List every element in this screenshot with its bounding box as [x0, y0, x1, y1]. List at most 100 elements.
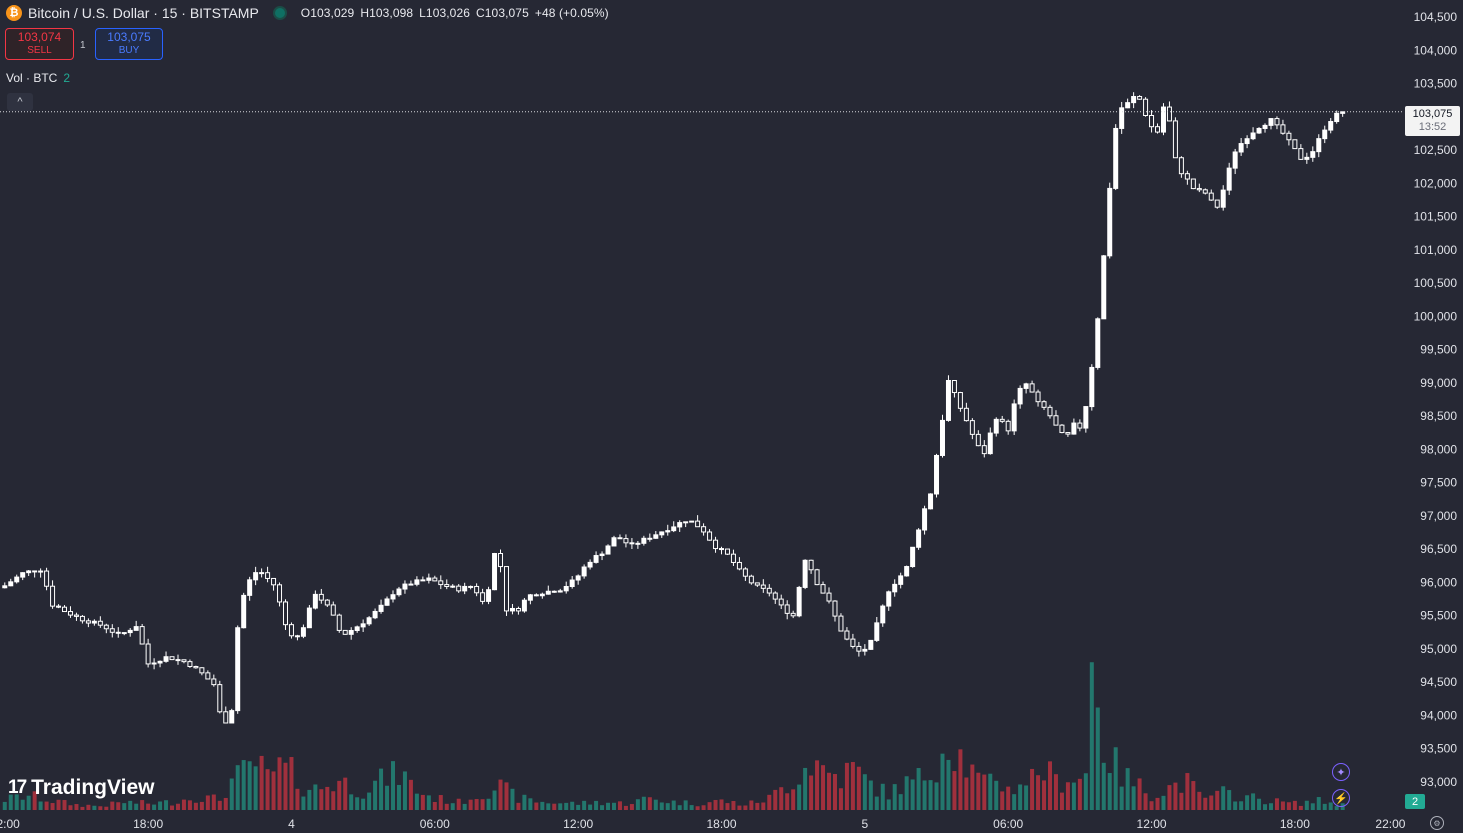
- candle-body: [133, 626, 139, 631]
- candle-body: [1131, 96, 1137, 104]
- volume-bar: [313, 784, 318, 810]
- price-axis[interactable]: 104,500 104,000 103,500 102,500 102,000 101,5…: [1414, 10, 1458, 789]
- x-tick-label: 18:00: [133, 817, 163, 831]
- y-tick-label: 104,500: [1414, 10, 1458, 24]
- candle-body: [1029, 383, 1035, 393]
- volume-bar: [98, 806, 103, 810]
- candle-body: [969, 420, 975, 435]
- y-tick-label: 99,500: [1420, 343, 1457, 357]
- candle-body: [306, 607, 312, 629]
- volume-bar: [510, 788, 515, 810]
- volume-bar: [396, 784, 401, 810]
- candle-body: [569, 579, 575, 588]
- candle-body: [1196, 188, 1202, 191]
- candle-body: [999, 418, 1005, 422]
- candle-body: [1160, 106, 1166, 133]
- candle-body: [217, 684, 223, 713]
- candle-body: [736, 561, 742, 570]
- buy-button[interactable]: 103,075 BUY: [95, 28, 163, 60]
- candle-body: [79, 615, 85, 622]
- candle-body: [109, 628, 115, 633]
- candle-body: [892, 583, 898, 593]
- candle-body: [462, 585, 468, 592]
- candle-body: [951, 380, 957, 394]
- candle-body: [814, 569, 820, 586]
- volume-bar: [731, 801, 736, 810]
- market-status-icon[interactable]: [272, 6, 287, 20]
- collapse-legend-button[interactable]: ^: [7, 93, 33, 111]
- y-tick-label: 94,000: [1420, 708, 1457, 722]
- volume-bar: [1149, 801, 1154, 810]
- candle-body: [396, 588, 402, 596]
- volume-bar: [1310, 803, 1315, 810]
- volume-bar: [635, 799, 640, 810]
- candle-body: [253, 572, 259, 581]
- candle-body: [623, 538, 629, 544]
- volume-bar: [1203, 797, 1208, 810]
- volume-bar: [1018, 784, 1023, 810]
- symbol-title[interactable]: Bitcoin / U.S. Dollar · 15 · BITSTAMP: [28, 5, 259, 21]
- volume-bar: [408, 779, 413, 810]
- buy-price: 103,075: [107, 30, 151, 44]
- candle-body: [62, 606, 68, 613]
- volume-bar: [1155, 797, 1160, 810]
- volume-bar: [205, 795, 210, 810]
- y-tick-label: 102,000: [1414, 176, 1458, 190]
- volume-bar: [1048, 761, 1052, 810]
- volume-bar: [44, 801, 49, 810]
- candle-body: [139, 626, 145, 645]
- candle-body: [265, 572, 271, 579]
- plot-area[interactable]: [0, 92, 1403, 810]
- y-tick-label: 104,000: [1414, 43, 1458, 57]
- candle-body: [934, 454, 940, 495]
- volume-bar: [271, 771, 276, 810]
- lightning-icon[interactable]: ⚡: [1332, 789, 1350, 807]
- candle-body: [348, 630, 354, 635]
- volume-bar: [14, 794, 19, 810]
- volume-bar: [1298, 805, 1303, 810]
- tradingview-logo[interactable]: 17 TradingView: [8, 776, 154, 800]
- candle-body: [1041, 401, 1047, 408]
- ohlc-open: O103,029: [300, 6, 355, 20]
- sparkle-icon[interactable]: ✦: [1332, 763, 1350, 781]
- tradingview-wordmark: TradingView: [31, 776, 155, 799]
- candle-body: [354, 626, 360, 632]
- candle-body: [1047, 406, 1053, 417]
- volume-bar: [928, 780, 933, 810]
- y-tick-label: 99,000: [1420, 376, 1457, 390]
- candle-body: [20, 572, 26, 578]
- time-axis[interactable]: 12:00 18:00 4 06:00 12:00 18:00 5 06:00 12:00 18:…: [0, 817, 1406, 831]
- volume-bar: [1107, 773, 1112, 810]
- sell-label: SELL: [27, 45, 52, 56]
- volume-bar: [426, 795, 431, 810]
- candle-body: [1172, 120, 1178, 159]
- candle-body: [1143, 98, 1149, 116]
- candle-body: [1304, 156, 1310, 160]
- sell-price: 103,074: [17, 30, 62, 44]
- candle-body: [886, 591, 892, 607]
- gear-icon[interactable]: ⚙: [1430, 816, 1444, 830]
- x-tick-label: 12:00: [563, 817, 593, 831]
- candle-body: [1274, 118, 1280, 126]
- candle-body: [1256, 127, 1262, 134]
- volume-bar: [349, 794, 354, 810]
- ohlc-high: H103,098: [360, 6, 414, 20]
- volume-bar: [862, 774, 867, 810]
- candle-body: [330, 604, 336, 616]
- candle-body: [904, 566, 910, 577]
- volume-bar: [229, 778, 234, 810]
- volume-bar: [1167, 785, 1172, 810]
- candle-body: [557, 590, 563, 593]
- candle-body: [366, 617, 372, 625]
- candle-body: [1155, 126, 1161, 133]
- candle-body: [235, 627, 241, 712]
- sell-button[interactable]: 103,074 SELL: [5, 28, 74, 60]
- volume-bar: [217, 800, 222, 810]
- volume-bar: [1209, 795, 1214, 810]
- y-tick-label: 100,500: [1414, 276, 1458, 290]
- candle-body: [1298, 148, 1304, 160]
- volume-bar: [307, 789, 312, 810]
- volume-legend[interactable]: Vol · BTC 2: [6, 71, 70, 85]
- volume-bar: [701, 805, 706, 810]
